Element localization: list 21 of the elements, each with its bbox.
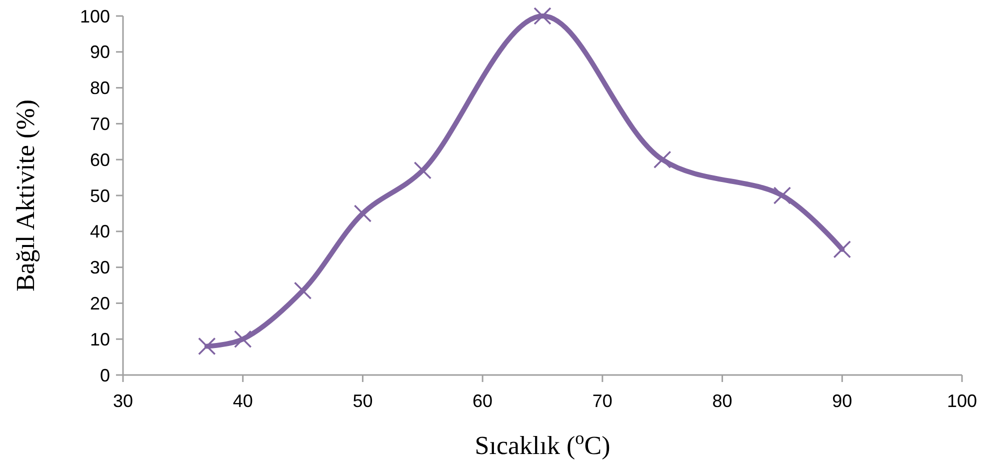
x-tick-label: 100 <box>946 391 978 411</box>
y-tick-label: 100 <box>80 6 110 26</box>
y-tick-label: 60 <box>90 150 110 170</box>
y-tick-label: 90 <box>90 42 110 62</box>
y-axis-title: Bağıl Aktivite (%) <box>11 99 40 292</box>
x-tick-label: 40 <box>232 391 253 411</box>
x-tick-label: 80 <box>712 391 732 411</box>
y-tick-label: 50 <box>90 186 110 206</box>
y-tick-label: 70 <box>90 114 110 134</box>
x-tick-label: 60 <box>472 391 493 411</box>
y-tick-label: 10 <box>90 329 110 350</box>
x-tick-label: 70 <box>592 391 612 411</box>
y-tick-label: 40 <box>90 222 110 242</box>
x-tick-label: 90 <box>832 391 852 411</box>
y-tick-label: 0 <box>100 365 110 386</box>
y-tick-label: 30 <box>90 258 110 278</box>
x-tick-label: 30 <box>112 391 134 411</box>
x-axis-title: Sıcaklık ($^{o}$C) <box>474 428 610 460</box>
x-tick-label: 50 <box>352 391 373 411</box>
y-tick-label: 80 <box>90 78 110 98</box>
y-tick-label: 20 <box>90 294 110 314</box>
